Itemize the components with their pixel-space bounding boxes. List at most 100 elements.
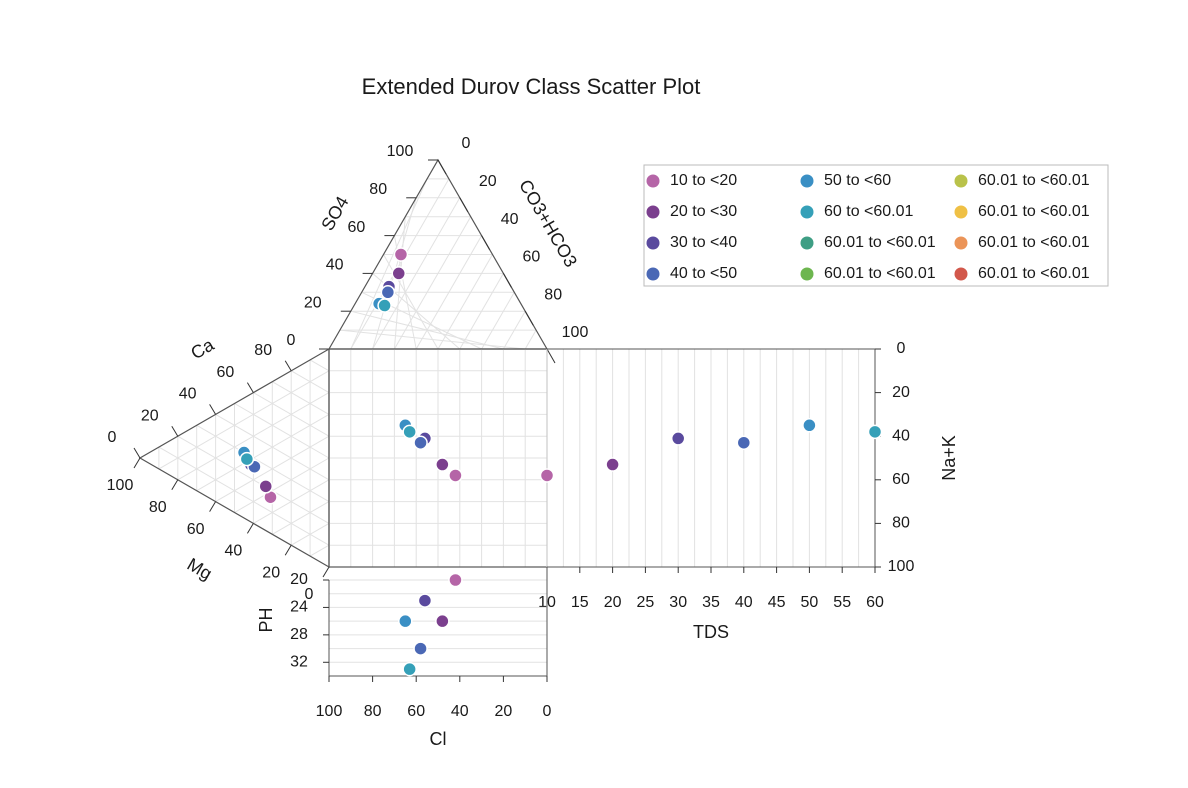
anion-grid-line bbox=[383, 254, 439, 350]
anion-grid-line bbox=[350, 310, 504, 350]
tds-tick-label: 25 bbox=[637, 594, 655, 611]
anion-grid-line bbox=[339, 329, 526, 350]
legend-marker bbox=[954, 174, 968, 188]
ph-point bbox=[435, 613, 450, 629]
tds-tick-label: 20 bbox=[604, 594, 622, 611]
legend-label: 60.01 to <60.01 bbox=[978, 234, 1090, 251]
tds-axis-label: TDS bbox=[693, 622, 729, 642]
cation-grid-line bbox=[290, 370, 330, 394]
so4-tick-label: 20 bbox=[304, 294, 322, 311]
ph-point bbox=[398, 613, 413, 629]
ph-tick-label: 24 bbox=[290, 599, 308, 616]
so4-tick-label: 80 bbox=[369, 181, 387, 198]
so4-tick-label: 0 bbox=[287, 332, 296, 349]
so4-tick-label: 40 bbox=[326, 257, 344, 274]
co3-tick-mark bbox=[546, 348, 556, 364]
nak-tick-label: 0 bbox=[897, 340, 906, 357]
tds-point bbox=[670, 431, 686, 446]
legend-label: 50 to <60 bbox=[824, 172, 891, 189]
legend-label: 60.01 to <60.01 bbox=[824, 234, 936, 251]
ca-tick-label: 0 bbox=[108, 429, 117, 446]
legend-marker bbox=[954, 267, 968, 281]
tds-tick-label: 15 bbox=[571, 594, 589, 611]
nak-tick-label: 40 bbox=[892, 427, 910, 444]
co3-tick-label: 40 bbox=[501, 211, 519, 228]
tds-tick-label: 45 bbox=[768, 594, 786, 611]
cation-grid-line bbox=[196, 413, 330, 492]
anion-point bbox=[380, 285, 396, 300]
mg-axis-label: Mg bbox=[184, 554, 216, 584]
tds-tick-label: 35 bbox=[702, 594, 720, 611]
ca-axis-label: Ca bbox=[187, 334, 218, 363]
co3-tick-mark bbox=[502, 273, 512, 288]
ca-tick-mark bbox=[209, 404, 217, 415]
square-point bbox=[413, 435, 428, 450]
mg-tick-label: 0 bbox=[305, 586, 314, 603]
legend-label: 60.01 to <60.01 bbox=[978, 265, 1090, 282]
tds-point bbox=[867, 424, 883, 440]
mg-tick-mark bbox=[246, 523, 254, 534]
cl-tick-label: 80 bbox=[364, 703, 382, 720]
cation-grid-line bbox=[196, 424, 330, 503]
square-point bbox=[448, 468, 463, 483]
cation-point bbox=[239, 451, 255, 467]
ca-tick-label: 40 bbox=[179, 386, 197, 403]
square-point bbox=[435, 457, 450, 472]
co3-tick-label: 0 bbox=[462, 135, 471, 152]
cl-tick-label: 20 bbox=[495, 703, 513, 720]
legend-marker bbox=[954, 205, 968, 219]
legend-label: 10 to <20 bbox=[670, 172, 737, 189]
legend-label: 20 to <30 bbox=[670, 203, 737, 220]
co3-tick-label: 20 bbox=[479, 173, 497, 190]
mg-tick-label: 60 bbox=[187, 521, 205, 538]
legend-label: 60.01 to <60.01 bbox=[978, 172, 1090, 189]
nak-tick-label: 60 bbox=[892, 471, 910, 488]
mg-tick-mark bbox=[322, 566, 330, 578]
ca-tick-mark bbox=[171, 425, 179, 437]
square-point bbox=[402, 424, 417, 440]
ph-point bbox=[448, 572, 463, 588]
anion-point bbox=[391, 266, 407, 281]
anion-grid-line bbox=[481, 292, 515, 350]
tds-tick-label: 50 bbox=[801, 594, 819, 611]
ph-point bbox=[402, 661, 417, 677]
co3-tick-mark bbox=[481, 235, 491, 250]
chart-title: Extended Durov Class Scatter Plot bbox=[362, 74, 701, 99]
ca-tick-mark bbox=[284, 360, 292, 372]
cation-grid-line bbox=[253, 392, 330, 437]
cl-axis-label: Cl bbox=[430, 729, 447, 749]
legend-label: 60 to <60.01 bbox=[824, 203, 914, 220]
tds-tick-label: 60 bbox=[866, 594, 884, 611]
nak-tick-label: 80 bbox=[892, 515, 910, 532]
cation-grid-line bbox=[309, 359, 330, 372]
tds-point bbox=[802, 418, 817, 433]
cation-grid-line bbox=[234, 403, 330, 459]
anion-grid-line bbox=[393, 216, 472, 350]
legend-marker bbox=[800, 236, 814, 250]
mg-tick-mark bbox=[284, 544, 292, 556]
so4-tick-label: 60 bbox=[348, 219, 366, 236]
legend-label: 60.01 to <60.01 bbox=[824, 265, 936, 282]
cation-grid-line bbox=[272, 501, 330, 535]
anion-grid-line bbox=[502, 310, 526, 350]
co3-tick-label: 60 bbox=[523, 249, 541, 266]
cation-grid-line bbox=[177, 435, 330, 524]
nak-axis-label: Na+K bbox=[939, 435, 959, 481]
legend-marker bbox=[646, 236, 660, 250]
cation-grid-line bbox=[234, 457, 330, 513]
tds-tick-label: 30 bbox=[669, 594, 687, 611]
tds-tick-label: 55 bbox=[833, 594, 851, 611]
tds-tick-label: 40 bbox=[735, 594, 753, 611]
cation-grid-line bbox=[309, 544, 330, 557]
anion-point bbox=[393, 247, 409, 262]
cl-tick-label: 60 bbox=[407, 703, 425, 720]
legend-marker bbox=[800, 205, 814, 219]
ca-tick-mark bbox=[133, 447, 141, 459]
legend-marker bbox=[646, 205, 660, 219]
tds-point bbox=[539, 468, 555, 483]
ca-tick-label: 80 bbox=[254, 342, 272, 359]
anion-grid-line bbox=[459, 273, 504, 350]
ph-point bbox=[417, 593, 433, 608]
